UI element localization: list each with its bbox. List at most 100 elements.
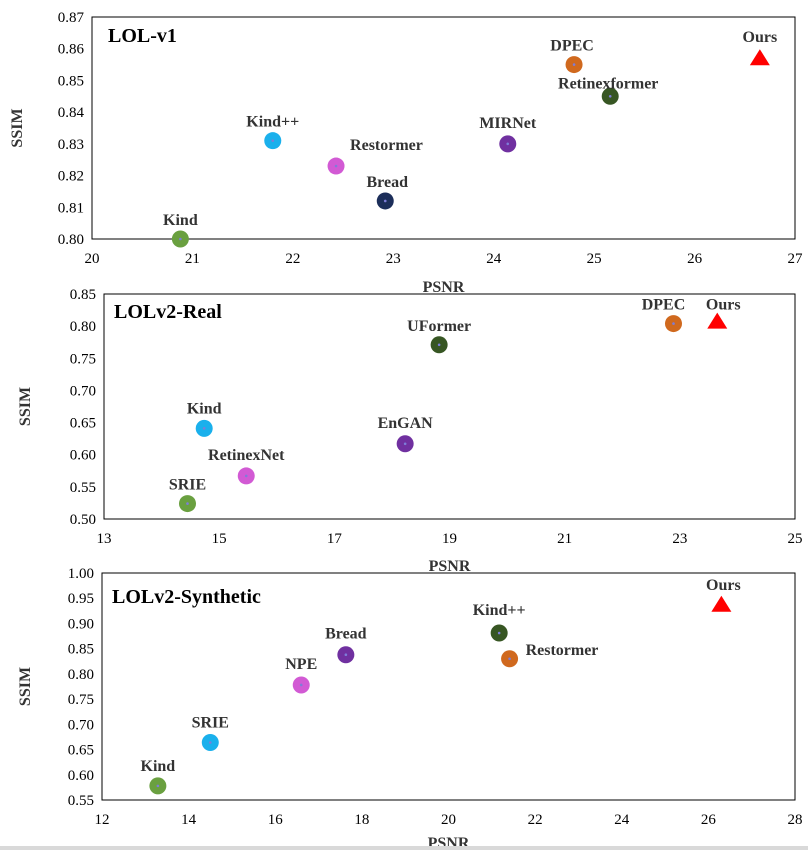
point-center-dot xyxy=(344,653,348,657)
point-label-uformer: UFormer xyxy=(407,318,471,335)
point-label-ours: Ours xyxy=(743,29,778,46)
x-axis-label: PSNR xyxy=(423,279,465,296)
x-tick-label: 19 xyxy=(442,531,457,547)
x-tick-label: 28 xyxy=(788,812,803,828)
point-label-bread: Bread xyxy=(367,174,409,191)
point-label-srie: SRIE xyxy=(192,714,229,731)
panel-title: LOL-v1 xyxy=(108,25,177,47)
bottom-scroll-strip xyxy=(0,846,808,850)
chart-panel-3: 12 14 16 18 20 22 24 26 28 0.55 0.60 0.65 0.70 0.75 0.… xyxy=(17,566,803,850)
y-tick-label: 1.00 xyxy=(68,566,94,582)
point-label-srie: SRIE xyxy=(169,477,206,494)
x-tick-label: 23 xyxy=(386,251,401,267)
y-tick-label: 0.86 xyxy=(58,42,85,58)
x-tick-label: 18 xyxy=(354,812,369,828)
point-ours xyxy=(749,49,770,66)
point-center-dot xyxy=(186,502,189,505)
point-ours xyxy=(711,595,732,612)
y-tick-label: 0.75 xyxy=(70,351,96,367)
point-center-dot xyxy=(179,237,182,241)
point-center-dot xyxy=(208,741,212,744)
point-center-dot xyxy=(672,322,675,325)
y-axis-label: SSIM xyxy=(17,667,34,706)
x-tick-label: 20 xyxy=(85,251,100,267)
plot-frame xyxy=(103,293,796,520)
x-tick-label: 15 xyxy=(212,531,227,547)
point-center-dot xyxy=(156,784,160,788)
point-center-dot xyxy=(437,343,441,347)
point-center-dot xyxy=(508,657,511,661)
point-label-retinexnet: RetinexNet xyxy=(208,447,285,464)
x-tick-label: 24 xyxy=(486,251,502,267)
plot-frame xyxy=(91,16,796,240)
y-axis-label: SSIM xyxy=(9,108,26,147)
x-tick-label: 23 xyxy=(672,531,687,547)
y-tick-label: 0.85 xyxy=(58,73,84,89)
y-tick-label: 0.70 xyxy=(68,717,94,733)
point-label-mirnet: MIRNet xyxy=(479,115,537,132)
x-tick-label: 16 xyxy=(268,812,284,828)
y-axis-label: SSIM xyxy=(17,387,34,426)
point-center-dot xyxy=(244,474,248,478)
point-label-kind: Kind xyxy=(163,212,198,229)
point-center-dot xyxy=(497,631,501,635)
point-label-ours: Ours xyxy=(706,297,741,314)
x-tick-label: 20 xyxy=(441,812,456,828)
point-ours xyxy=(707,312,728,329)
y-tick-label: 0.82 xyxy=(58,169,84,185)
point-label-kind: Kind xyxy=(187,400,222,417)
x-tick-label: 24 xyxy=(614,812,630,828)
point-label-kind-: Kind++ xyxy=(473,602,526,619)
point-label-kind-: Kind++ xyxy=(246,114,299,131)
plot-frame xyxy=(101,572,796,801)
point-center-dot xyxy=(202,427,206,430)
y-tick-label: 0.65 xyxy=(70,416,96,432)
y-tick-label: 0.81 xyxy=(58,200,84,216)
point-label-restormer: Restormer xyxy=(526,642,599,659)
x-tick-label: 17 xyxy=(327,531,343,547)
point-center-dot xyxy=(383,199,387,203)
x-tick-label: 25 xyxy=(788,531,803,547)
point-center-dot xyxy=(572,63,576,66)
y-tick-label: 0.65 xyxy=(68,743,94,759)
x-tick-label: 22 xyxy=(285,251,300,267)
point-label-dpec: DPEC xyxy=(642,297,686,314)
y-tick-label: 0.50 xyxy=(70,512,96,528)
y-tick-label: 0.84 xyxy=(58,105,85,121)
point-center-dot xyxy=(271,139,275,142)
y-tick-label: 0.85 xyxy=(68,642,94,658)
chart-panel-2: 13 15 17 19 21 23 25 0.50 0.55 0.60 0.65 0.70 0.75 0.… xyxy=(17,287,803,575)
y-tick-label: 0.60 xyxy=(70,448,96,464)
x-tick-label: 26 xyxy=(687,251,703,267)
panel-title: LOLv2-Synthetic xyxy=(112,586,261,608)
x-tick-label: 21 xyxy=(557,531,572,547)
y-tick-label: 0.60 xyxy=(68,768,94,784)
x-tick-label: 14 xyxy=(181,812,197,828)
point-center-dot xyxy=(403,442,407,446)
y-tick-label: 0.87 xyxy=(58,10,85,26)
point-center-dot xyxy=(334,164,338,168)
x-tick-label: 25 xyxy=(587,251,602,267)
x-tick-label: 12 xyxy=(95,812,110,828)
point-label-ours: Ours xyxy=(706,577,741,594)
x-tick-label: 22 xyxy=(528,812,543,828)
point-center-dot xyxy=(299,683,303,687)
y-tick-label: 0.85 xyxy=(70,287,96,303)
point-center-dot xyxy=(506,142,510,146)
y-tick-label: 0.80 xyxy=(70,319,96,335)
y-tick-label: 0.80 xyxy=(58,232,84,248)
point-label-restormer: Restormer xyxy=(350,137,423,154)
point-label-npe: NPE xyxy=(285,656,317,673)
y-tick-label: 0.83 xyxy=(58,137,84,153)
x-tick-label: 21 xyxy=(185,251,200,267)
panel-title: LOLv2-Real xyxy=(114,301,222,323)
x-tick-label: 27 xyxy=(788,251,804,267)
y-tick-label: 0.75 xyxy=(68,692,94,708)
point-label-kind: Kind xyxy=(141,758,176,775)
y-tick-label: 0.55 xyxy=(70,480,96,496)
x-axis-label: PSNR xyxy=(429,558,471,575)
y-tick-label: 0.95 xyxy=(68,591,94,607)
y-tick-label: 0.70 xyxy=(70,383,96,399)
point-label-dpec: DPEC xyxy=(550,38,594,55)
